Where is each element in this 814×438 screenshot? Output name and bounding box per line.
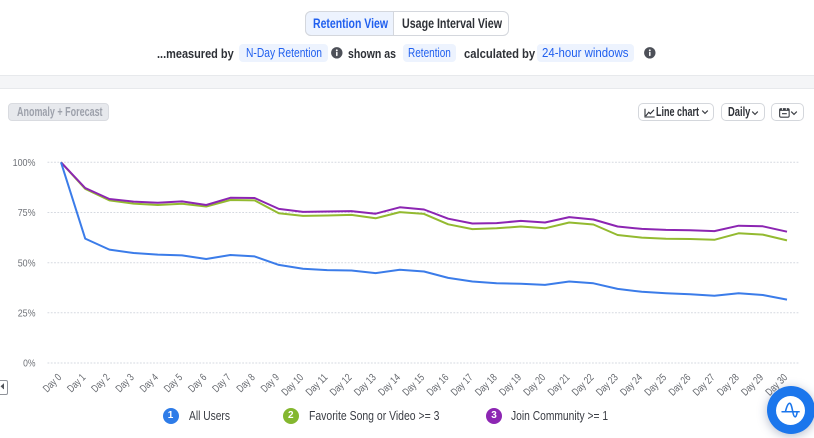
svg-text:100%: 100% — [13, 157, 36, 169]
svg-text:Day 19: Day 19 — [497, 372, 524, 399]
svg-text:Day 28: Day 28 — [715, 372, 742, 399]
svg-text:Day 27: Day 27 — [691, 372, 718, 399]
svg-text:Day 1: Day 1 — [65, 372, 88, 395]
svg-text:Day 7: Day 7 — [210, 372, 233, 395]
svg-text:75%: 75% — [18, 207, 36, 219]
svg-text:Day 5: Day 5 — [162, 372, 185, 395]
svg-text:Day 3: Day 3 — [113, 372, 136, 395]
svg-text:Day 13: Day 13 — [352, 372, 379, 399]
svg-text:Day 23: Day 23 — [594, 372, 621, 399]
svg-text:Day 26: Day 26 — [666, 372, 693, 399]
svg-text:Day 0: Day 0 — [41, 372, 64, 395]
svg-text:Day 20: Day 20 — [521, 372, 548, 399]
svg-text:25%: 25% — [18, 307, 36, 319]
svg-text:Day 4: Day 4 — [138, 372, 161, 395]
svg-text:Day 14: Day 14 — [376, 372, 403, 399]
svg-text:Day 25: Day 25 — [642, 372, 669, 399]
svg-text:Day 18: Day 18 — [473, 372, 500, 399]
svg-text:Day 17: Day 17 — [449, 372, 476, 399]
svg-text:Day 2: Day 2 — [89, 372, 112, 395]
svg-text:Day 24: Day 24 — [618, 372, 645, 399]
svg-text:Day 21: Day 21 — [545, 372, 572, 399]
svg-text:Day 10: Day 10 — [279, 372, 306, 399]
svg-text:Day 12: Day 12 — [328, 372, 355, 399]
svg-text:Day 15: Day 15 — [400, 372, 427, 399]
svg-text:Day 11: Day 11 — [303, 372, 330, 399]
svg-text:50%: 50% — [18, 257, 36, 269]
svg-text:Day 9: Day 9 — [259, 372, 282, 395]
svg-text:Day 6: Day 6 — [186, 372, 209, 395]
svg-text:Day 8: Day 8 — [234, 372, 257, 395]
svg-text:Day 22: Day 22 — [570, 372, 597, 399]
svg-text:0%: 0% — [23, 358, 35, 370]
svg-text:Day 16: Day 16 — [424, 372, 451, 399]
svg-text:Day 29: Day 29 — [739, 372, 766, 399]
